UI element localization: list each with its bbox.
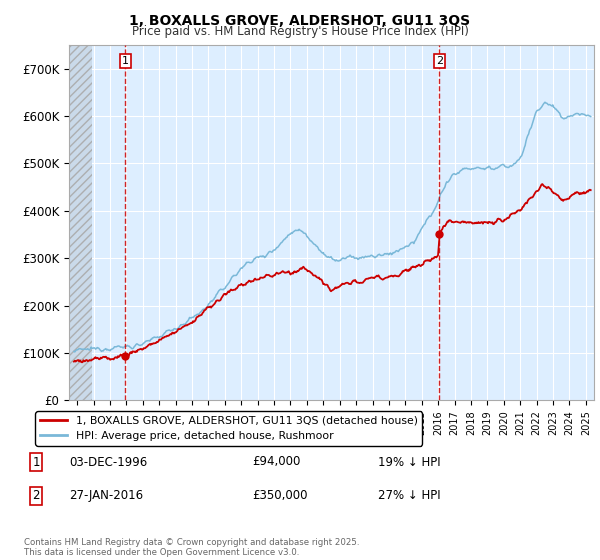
Text: 19% ↓ HPI: 19% ↓ HPI (378, 455, 440, 469)
Text: 2: 2 (32, 489, 40, 502)
Text: 1: 1 (122, 56, 128, 66)
Text: 03-DEC-1996: 03-DEC-1996 (69, 455, 147, 469)
Text: 27% ↓ HPI: 27% ↓ HPI (378, 489, 440, 502)
Text: Contains HM Land Registry data © Crown copyright and database right 2025.
This d: Contains HM Land Registry data © Crown c… (24, 538, 359, 557)
Legend: 1, BOXALLS GROVE, ALDERSHOT, GU11 3QS (detached house), HPI: Average price, deta: 1, BOXALLS GROVE, ALDERSHOT, GU11 3QS (d… (35, 412, 422, 446)
Text: 27-JAN-2016: 27-JAN-2016 (69, 489, 143, 502)
Text: Price paid vs. HM Land Registry's House Price Index (HPI): Price paid vs. HM Land Registry's House … (131, 25, 469, 38)
Text: 1: 1 (32, 455, 40, 469)
Text: £94,000: £94,000 (252, 455, 301, 469)
Text: £350,000: £350,000 (252, 489, 308, 502)
Bar (69, 45, 92, 400)
Text: 2: 2 (436, 56, 443, 66)
Text: 1, BOXALLS GROVE, ALDERSHOT, GU11 3QS: 1, BOXALLS GROVE, ALDERSHOT, GU11 3QS (130, 14, 470, 28)
